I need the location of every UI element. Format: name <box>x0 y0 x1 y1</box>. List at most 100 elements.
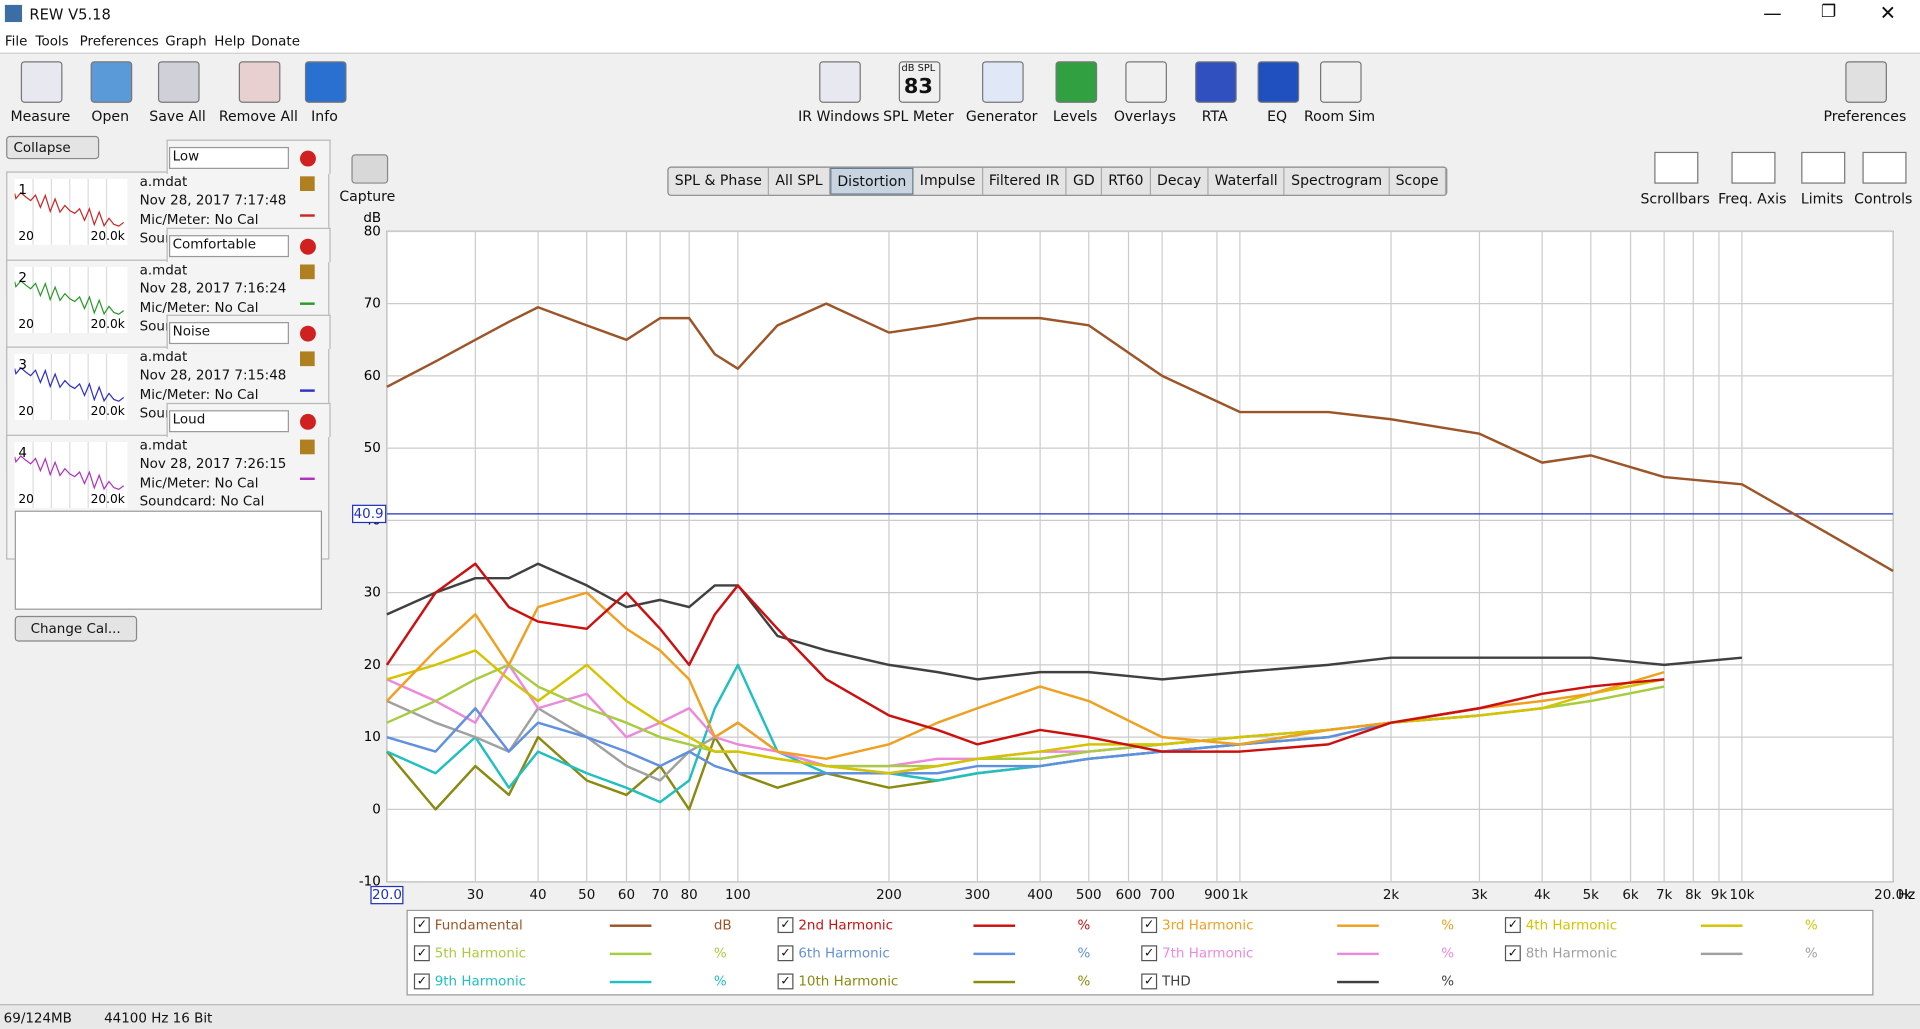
toolbar-icon <box>304 61 347 103</box>
measurement-mic: Mic/Meter: No Cal <box>139 386 259 403</box>
series-line <box>386 663 1480 804</box>
legend-name: 2nd Harmonic <box>798 917 894 934</box>
toolbar-button[interactable]: IR Windows <box>798 107 880 125</box>
toolbar-button[interactable]: Preferences <box>1823 107 1907 125</box>
color-icon[interactable] <box>300 462 315 480</box>
graph-tab[interactable]: RT60 <box>1102 167 1151 195</box>
toolbar-button[interactable]: RTA <box>1201 107 1228 125</box>
delete-icon[interactable] <box>300 325 316 342</box>
legend-checkbox[interactable]: ✓ <box>1504 917 1521 934</box>
toolbar-button[interactable]: Overlays <box>1113 107 1176 125</box>
x-tick-label: 700 <box>1149 888 1175 903</box>
graph-tab[interactable]: Decay <box>1151 167 1209 195</box>
capture-button[interactable]: Capture <box>339 187 396 205</box>
measurement-name[interactable]: Comfortable <box>168 234 289 257</box>
toolbar-button[interactable]: Info <box>311 107 338 125</box>
legend-unit: % <box>1077 945 1091 962</box>
graph-tab[interactable]: Waterfall <box>1209 167 1286 195</box>
edit-icon[interactable] <box>300 351 315 367</box>
capture-icon[interactable] <box>351 154 389 184</box>
color-icon[interactable] <box>300 375 315 392</box>
y-tick-label: 30 <box>364 586 381 601</box>
toolbar-icon <box>819 61 861 103</box>
toolbar-button[interactable]: Save All <box>149 107 206 125</box>
thumb-curve <box>14 366 125 403</box>
toolbar-icon <box>1320 61 1362 103</box>
measurement-name[interactable]: Noise <box>168 322 289 345</box>
toolbar-button[interactable]: EQ <box>1267 107 1288 125</box>
menu-item[interactable]: Help <box>214 33 245 49</box>
legend-checkbox[interactable]: ✓ <box>1504 945 1521 962</box>
graph-tab[interactable]: Impulse <box>914 167 983 195</box>
toolbar-button[interactable]: SPL Meter <box>883 107 954 125</box>
x-tick-label: 7k <box>1656 888 1673 903</box>
graph-tab[interactable]: SPL & Phase <box>669 167 770 195</box>
toolbar-button[interactable]: Remove All <box>218 107 298 125</box>
legend-swatch <box>1700 924 1743 927</box>
legend-checkbox[interactable]: ✓ <box>777 973 794 990</box>
graph-tab[interactable]: GD <box>1067 167 1103 195</box>
legend-checkbox[interactable]: ✓ <box>777 945 794 962</box>
menu-item[interactable]: Donate <box>251 33 301 49</box>
y-tick-label: -10 <box>359 875 381 890</box>
close[interactable]: ✕ <box>1879 1 1897 25</box>
legend-checkbox[interactable]: ✓ <box>413 945 430 962</box>
graph-tool[interactable]: Scrollbars <box>1640 189 1710 207</box>
graph-tab[interactable]: Scope <box>1389 167 1446 195</box>
legend-swatch <box>609 924 652 927</box>
graph-tool[interactable]: Limits <box>1800 189 1844 207</box>
toolbar-icon <box>238 61 281 103</box>
x-tick-label: 70 <box>652 888 669 903</box>
minimize[interactable]: — <box>1763 2 1782 25</box>
x-tick-label: 60 <box>618 888 635 903</box>
legend-checkbox[interactable]: ✓ <box>1141 917 1158 934</box>
menu-item[interactable]: Graph <box>165 33 207 49</box>
edit-icon[interactable] <box>300 263 315 279</box>
graph-tool[interactable]: Controls <box>1854 189 1913 207</box>
collapse-button[interactable]: Collapse <box>6 135 99 160</box>
toolbar-button[interactable]: Levels <box>1052 107 1098 125</box>
measurement-file: a.mdat <box>139 348 188 365</box>
toolbar-icon <box>1257 61 1300 103</box>
series-line <box>386 591 1665 761</box>
edit-icon[interactable] <box>300 176 315 192</box>
delete-icon[interactable] <box>300 238 316 255</box>
legend: ✓ Fundamental dB ✓ 2nd Harmonic% ✓ 3rd Harmoni… <box>406 909 1874 996</box>
toolbar-button[interactable]: Measure <box>10 107 71 125</box>
graph-tool[interactable]: Freq. Axis <box>1718 189 1787 207</box>
measurement-name[interactable]: Loud <box>168 409 289 432</box>
restore[interactable]: ❐ <box>1820 2 1837 23</box>
delete-icon[interactable] <box>300 150 316 167</box>
delete-icon[interactable] <box>300 413 316 430</box>
legend-checkbox[interactable]: ✓ <box>1141 973 1158 990</box>
graph-tab[interactable]: Spectrogram <box>1285 167 1390 195</box>
change-cal-button[interactable]: Change Cal... <box>14 615 137 642</box>
legend-checkbox[interactable]: ✓ <box>413 973 430 990</box>
edit-icon[interactable] <box>300 438 315 454</box>
legend-swatch <box>973 980 1016 984</box>
legend-checkbox[interactable]: ✓ <box>1141 945 1158 962</box>
menu-item[interactable]: File <box>4 33 28 49</box>
measurement-date: Nov 28, 2017 7:17:48 PM <box>139 192 289 209</box>
toolbar-icon <box>1125 61 1167 103</box>
menu-item[interactable]: Preferences <box>79 33 159 49</box>
menu-bar: File Tools Preferences Graph Help Donate <box>0 29 1920 54</box>
menu-item[interactable]: Tools <box>35 33 69 49</box>
graph-tab[interactable]: All SPL <box>769 167 830 195</box>
legend-checkbox[interactable]: ✓ <box>413 917 430 934</box>
toolbar-button[interactable]: Room Sim <box>1304 107 1376 125</box>
bit-depth: 16 Bit <box>172 1010 213 1027</box>
x-tick-label: 100 <box>725 888 751 903</box>
x-tick-label: 900 <box>1204 888 1230 903</box>
plot-area <box>386 230 1894 883</box>
color-icon[interactable] <box>300 200 315 217</box>
y-tick-label: 20 <box>364 658 381 673</box>
color-icon[interactable] <box>300 287 315 305</box>
y-tick-label: 50 <box>364 441 381 456</box>
toolbar-button[interactable]: Generator <box>965 107 1038 125</box>
toolbar-button[interactable]: Open <box>91 107 130 125</box>
graph-tab[interactable]: Distortion <box>829 167 914 195</box>
graph-tab[interactable]: Filtered IR <box>983 167 1067 195</box>
legend-checkbox[interactable]: ✓ <box>777 917 794 934</box>
measurement-name[interactable]: Low <box>168 146 289 169</box>
